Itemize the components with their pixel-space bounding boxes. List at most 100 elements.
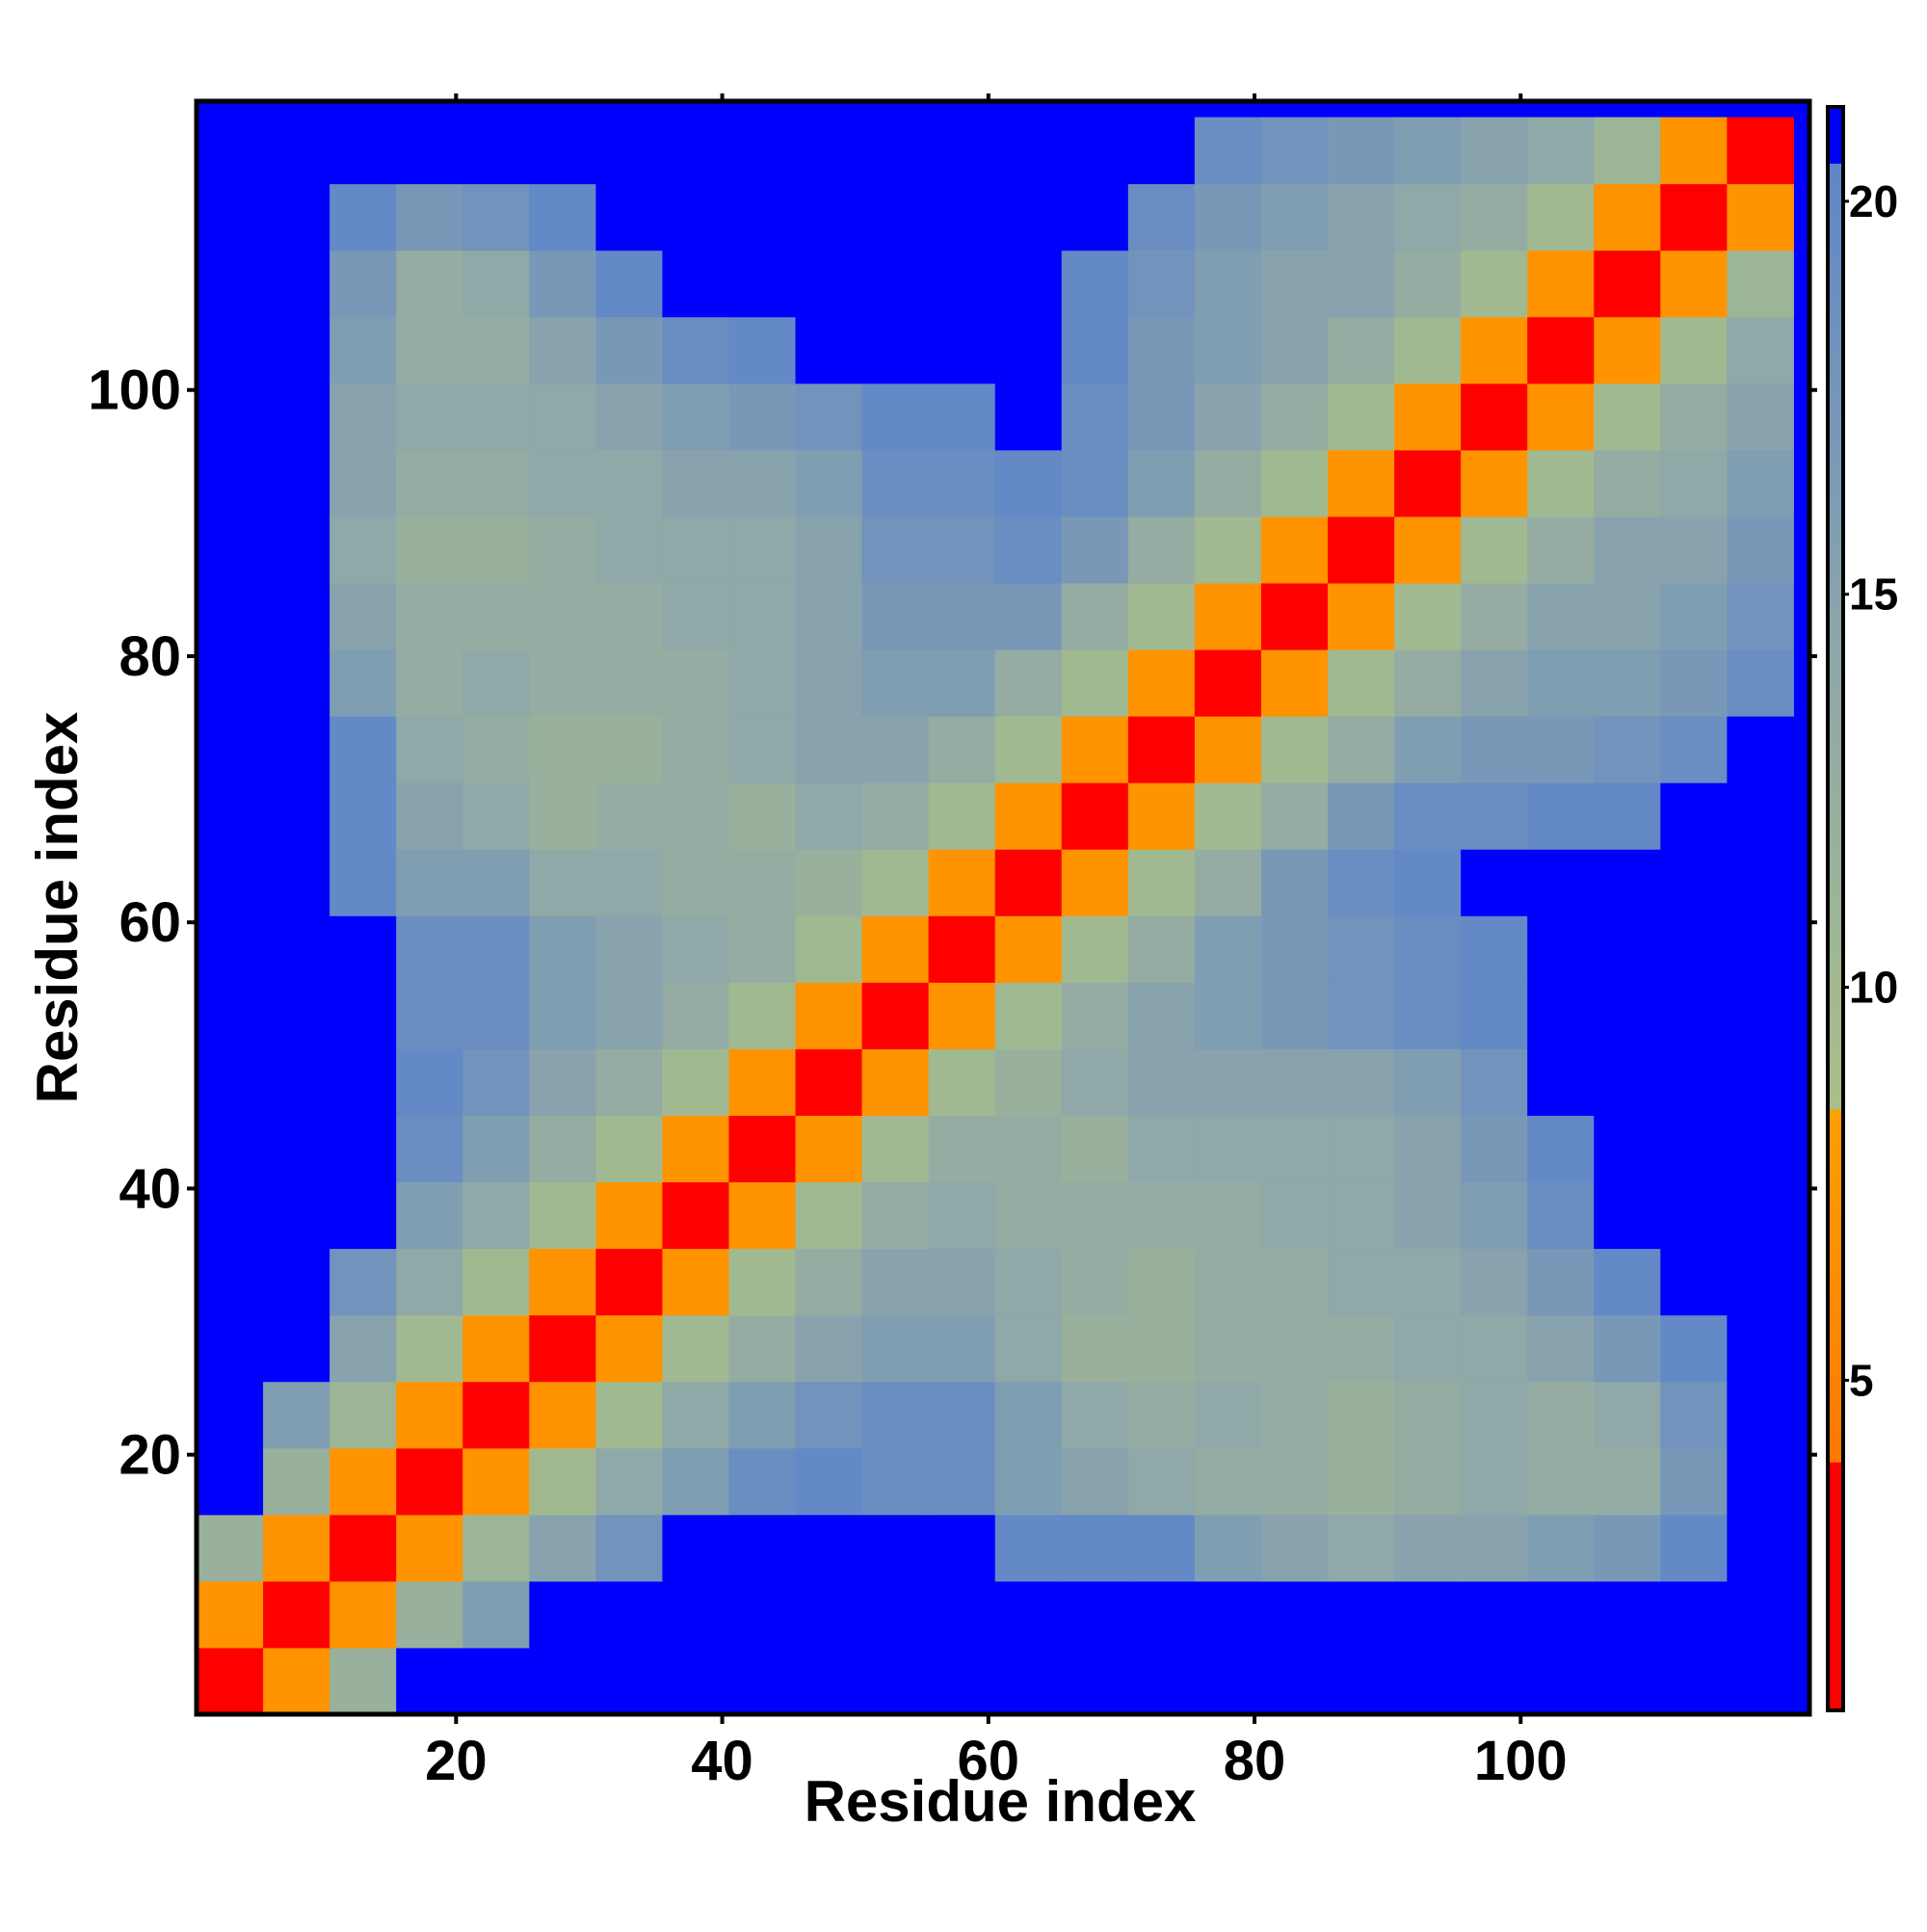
colorbar-segment (1828, 1662, 1843, 1671)
colorbar-segment (1828, 211, 1843, 221)
heat-cell (1394, 316, 1462, 384)
heat-cell (1260, 849, 1329, 916)
heat-cell (1461, 1248, 1528, 1316)
colorbar-segment (1828, 1405, 1843, 1415)
heat-cell (396, 849, 463, 916)
heat-cell (662, 1447, 729, 1516)
heat-cell (1394, 1647, 1462, 1715)
heat-cell (928, 1048, 996, 1116)
heat-cell (994, 383, 1063, 451)
heat-cell (197, 1447, 264, 1516)
heat-cell (728, 1181, 797, 1250)
heat-cell (928, 582, 996, 650)
heat-cell (795, 383, 863, 451)
heat-cell (861, 183, 930, 251)
colorbar-segment (1828, 796, 1843, 806)
colorbar-segment (1828, 523, 1843, 533)
colorbar-segment (1828, 1061, 1843, 1070)
colorbar-segment (1828, 243, 1843, 252)
colorbar-segment (1828, 547, 1843, 557)
heat-cell (595, 250, 663, 318)
colorbar-segment (1828, 1237, 1843, 1247)
heat-cell (1127, 316, 1196, 384)
heat-cell (1061, 449, 1129, 517)
heat-cell (1328, 1514, 1395, 1582)
colorbar-segment (1828, 620, 1843, 629)
heat-cell (462, 1447, 530, 1516)
heat-cell (263, 1514, 330, 1582)
heat-cell (1660, 250, 1728, 318)
heat-cell (1461, 849, 1528, 916)
heat-cell (1260, 1447, 1329, 1516)
heat-cell (1660, 383, 1728, 451)
heat-cell (1727, 582, 1794, 650)
heat-cell (1328, 383, 1395, 451)
colorbar-segment (1828, 1020, 1843, 1030)
heat-cell (1727, 1048, 1794, 1116)
heat-cell (396, 383, 463, 451)
heat-cell (795, 1381, 863, 1449)
colorbar-segment (1828, 1204, 1843, 1214)
heat-cell (662, 1647, 729, 1715)
colorbar-segment (1828, 1293, 1843, 1303)
heat-cell (1328, 1580, 1395, 1649)
heat-cell (1328, 716, 1395, 783)
heat-cell (595, 582, 663, 650)
heat-cell (861, 982, 930, 1049)
heat-cell (1660, 782, 1728, 850)
heat-cell (928, 1514, 996, 1582)
heat-cell (263, 449, 330, 517)
colorbar-segment (1828, 1590, 1843, 1600)
colorbar-segment (1828, 1013, 1843, 1022)
heat-cell (1727, 1447, 1794, 1516)
heat-cell (263, 1381, 330, 1449)
heat-cell (330, 117, 397, 185)
heat-cell (662, 383, 729, 451)
heat-cell (1660, 449, 1728, 517)
colorbar-segment (1828, 644, 1843, 653)
heat-cell (1660, 183, 1728, 251)
heat-cell (1061, 1447, 1129, 1516)
colorbar-segment (1828, 154, 1843, 164)
heat-cell (928, 1314, 996, 1383)
colorbar-segment (1828, 1253, 1843, 1262)
colorbar-segment (1828, 122, 1843, 132)
heat-cell (1127, 582, 1196, 650)
heat-cell (529, 982, 596, 1049)
heat-cell (1660, 915, 1728, 983)
heat-cell (462, 1115, 530, 1183)
heat-cell (994, 1381, 1063, 1449)
heat-cell (197, 183, 264, 251)
colorbar-segment (1828, 1421, 1843, 1431)
heat-cell (529, 117, 596, 185)
heat-cell (728, 716, 797, 783)
heat-cell (994, 1647, 1063, 1715)
colorbar-segment (1828, 1004, 1843, 1014)
heat-cell (1594, 449, 1661, 517)
heat-cell (1061, 316, 1129, 384)
colorbar-segment (1828, 885, 1843, 893)
heat-cell (1328, 1048, 1395, 1116)
heat-cell (595, 316, 663, 384)
colorbar-segment (1828, 564, 1843, 573)
heat-cell (795, 449, 863, 517)
heat-cell (1260, 1314, 1329, 1383)
heat-cell (1061, 383, 1129, 451)
heat-cell (529, 849, 596, 916)
heat-cell (1660, 1647, 1728, 1715)
heat-cell (861, 1447, 930, 1516)
heat-cell (330, 782, 397, 850)
heat-cell (1260, 1181, 1329, 1250)
heat-cell (396, 1514, 463, 1582)
colorbar-segment (1828, 996, 1843, 1006)
heat-cell (662, 449, 729, 517)
heat-cell (1594, 316, 1661, 384)
heat-cell (1594, 1248, 1661, 1316)
heat-cell (1660, 1447, 1728, 1516)
heat-cell (1727, 383, 1794, 451)
heat-cell (595, 383, 663, 451)
heat-cell (795, 716, 863, 783)
heat-cell (595, 1514, 663, 1582)
colorbar-segment (1828, 1445, 1843, 1455)
